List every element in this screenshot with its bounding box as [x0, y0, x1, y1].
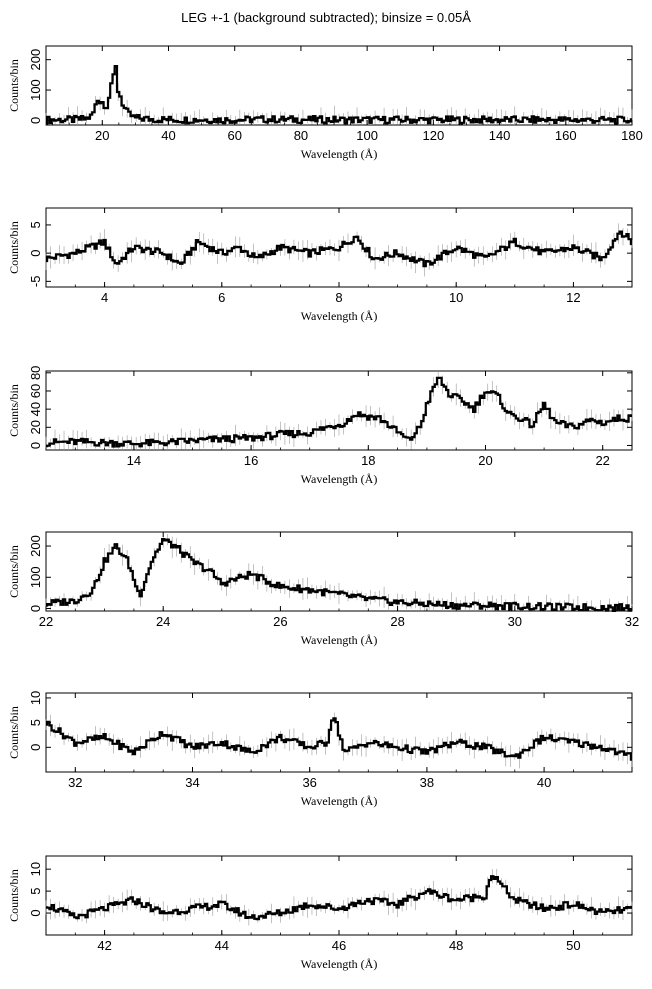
series-line: [46, 538, 632, 612]
y-tick-label: 80: [28, 366, 43, 380]
series-line: [46, 376, 632, 448]
y-tick-label: 5: [28, 719, 43, 726]
x-tick-label: 12: [566, 290, 580, 305]
x-tick-label: 24: [156, 614, 170, 629]
x-tick-label: 36: [302, 775, 316, 790]
x-tick-label: 18: [361, 453, 375, 468]
y-tick-label: 5: [28, 887, 43, 894]
x-tick-label: 38: [420, 775, 434, 790]
x-tick-label: 160: [555, 128, 577, 143]
y-axis-title: Counts/bin: [7, 59, 21, 112]
x-tick-label: 10: [449, 290, 463, 305]
error-bars: [45, 371, 633, 450]
chart-panel-2: 4 6 8 10 12 -5 0 5 Wavelength (Å) Counts/bin: [7, 207, 633, 323]
y-tick-label: 200: [28, 49, 43, 71]
series-line: [46, 717, 632, 761]
y-tick-label: 0: [28, 250, 43, 257]
y-tick-label: 100: [28, 566, 43, 588]
y-tick-label: 200: [28, 535, 43, 557]
y-tick-label: 0: [28, 744, 43, 751]
x-tick-label: 40: [161, 128, 175, 143]
x-tick-label: 22: [39, 614, 53, 629]
y-axis-title: Counts/bin: [7, 221, 21, 274]
x-tick-label: 32: [68, 775, 82, 790]
x-tick-label: 140: [489, 128, 511, 143]
x-tick-label: 20: [478, 453, 492, 468]
y-tick-label: 60: [28, 384, 43, 398]
y-tick-label: 0: [28, 605, 43, 612]
x-tick-label: 50: [566, 938, 580, 953]
x-axis-title: Wavelength (Å): [301, 472, 378, 486]
plot-frame: [45, 370, 633, 451]
y-axis-title: Counts/bin: [7, 545, 21, 598]
y-axis-title: Counts/bin: [7, 706, 21, 759]
y-tick-label: 10: [28, 862, 43, 876]
x-tick-label: 180: [621, 128, 643, 143]
y-axis-title: Counts/bin: [7, 384, 21, 437]
x-tick-label: 30: [508, 614, 522, 629]
series-line: [46, 65, 632, 125]
x-tick-label: 34: [185, 775, 199, 790]
x-tick-label: 8: [335, 290, 342, 305]
x-tick-label: 20: [95, 128, 109, 143]
x-tick-label: 28: [390, 614, 404, 629]
x-axis-title: Wavelength (Å): [301, 309, 378, 323]
chart-panel-5: 32 34 36 38 40 0 5 10 Wavelength (Å) Counts/bin: [7, 691, 633, 808]
x-tick-label: 44: [215, 938, 229, 953]
x-tick-label: 60: [227, 128, 241, 143]
y-tick-label: 0: [28, 442, 43, 449]
series-line: [46, 875, 632, 921]
y-tick-label: 100: [28, 79, 43, 101]
x-axis-title: Wavelength (Å): [301, 957, 378, 971]
x-tick-label: 32: [625, 614, 639, 629]
x-tick-label: 80: [294, 128, 308, 143]
chart-panel-3: 14 16 18 20 22 0 20 40 60 80 Wavelength (Å) Counts/…: [7, 366, 633, 486]
y-tick-label: 10: [28, 691, 43, 705]
x-tick-label: 16: [244, 453, 258, 468]
chart-panel-4: 22 24 26 28 30 32 0 100 200 Wavelength (Å) Counts/…: [7, 531, 639, 647]
x-axis-title: Wavelength (Å): [301, 147, 378, 161]
x-tick-label: 48: [449, 938, 463, 953]
plot-frame: [45, 855, 633, 936]
x-tick-label: 42: [97, 938, 111, 953]
x-tick-label: 100: [356, 128, 378, 143]
chart-panel-1: 20 40 60 80 100 120 140 160 180 0 100 200 Wavelength…: [7, 45, 643, 161]
chart-panel-6: 42 44 46 48 50 0 5 10 Wavelength (Å) Counts/bin: [7, 855, 633, 971]
y-tick-label: 40: [28, 402, 43, 416]
x-tick-label: 6: [218, 290, 225, 305]
y-tick-label: -5: [28, 276, 43, 288]
x-tick-label: 46: [332, 938, 346, 953]
x-tick-label: 14: [127, 453, 141, 468]
y-tick-label: 20: [28, 420, 43, 434]
chart-title: LEG +-1 (background subtracted); binsize…: [181, 10, 471, 25]
x-tick-label: 22: [595, 453, 609, 468]
x-tick-label: 120: [423, 128, 445, 143]
series-line: [46, 230, 632, 268]
y-axis-title: Counts/bin: [7, 869, 21, 922]
y-tick-label: 0: [28, 117, 43, 124]
x-axis-title: Wavelength (Å): [301, 794, 378, 808]
x-tick-label: 4: [101, 290, 108, 305]
x-tick-label: 26: [273, 614, 287, 629]
x-tick-label: 40: [537, 775, 551, 790]
y-tick-label: 5: [28, 221, 43, 228]
y-tick-label: 0: [28, 909, 43, 916]
x-axis-title: Wavelength (Å): [301, 633, 378, 647]
plot-frame: [45, 45, 633, 126]
